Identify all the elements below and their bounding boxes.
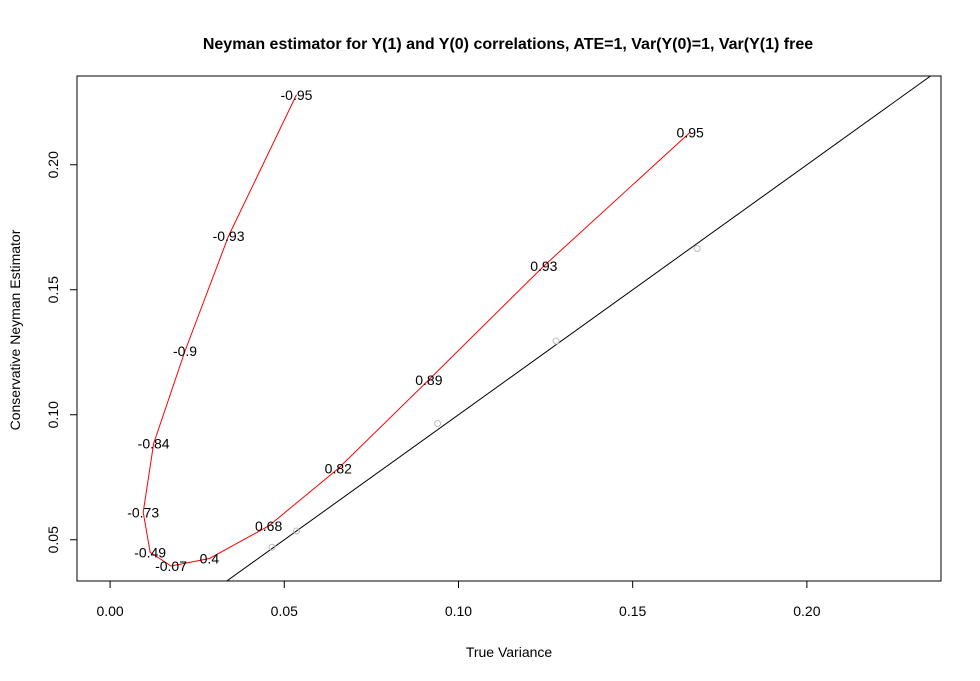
y-axis-label: Conservative Neyman Estimator: [7, 229, 23, 430]
point-label: 0.82: [325, 461, 352, 477]
point-label: -0.07: [155, 558, 187, 574]
y-tick-label: 0.05: [45, 526, 61, 553]
point-label: -0.49: [134, 544, 166, 560]
x-axis-label: True Variance: [466, 644, 553, 660]
x-tick-label: 0.00: [96, 603, 123, 619]
point-label: 0.89: [415, 372, 442, 388]
chart-title: Neyman estimator for Y(1) and Y(0) corre…: [203, 36, 813, 53]
y-tick-label: 0.15: [45, 276, 61, 303]
axis-ticks: 0.00 0.05 0.10 0.15 0.20 0.05 0.10 0.15 0.20: [45, 151, 821, 619]
point-label: -0.9: [173, 343, 197, 359]
x-tick-label: 0.15: [619, 603, 646, 619]
grey-point: [292, 527, 300, 535]
reference-line: [225, 76, 932, 581]
x-tick-label: 0.20: [793, 603, 820, 619]
plot-area: -0.95 -0.93 -0.9 -0.84 -0.73 -0.49-0.07 0.4 0.6…: [127, 76, 932, 581]
point-label: -0.84: [138, 436, 170, 452]
point-label: 0.93: [530, 258, 557, 274]
point-label: 0.68: [255, 518, 282, 534]
x-tick-label: 0.05: [271, 603, 298, 619]
point-label: -0.73: [127, 504, 159, 520]
plot-frame: [76, 75, 942, 582]
point-label: -0.93: [213, 228, 245, 244]
grey-point: [434, 420, 442, 427]
point-label: 0.4: [200, 551, 220, 567]
grey-point: [552, 337, 560, 345]
grey-point: [268, 543, 276, 551]
y-tick-label: 0.20: [45, 151, 61, 178]
point-label: -0.95: [281, 87, 313, 103]
grey-point: [693, 245, 701, 252]
y-tick-label: 0.10: [45, 401, 61, 428]
red-series-line: [142, 94, 691, 567]
point-label: 0.95: [677, 124, 704, 140]
x-tick-label: 0.10: [445, 603, 472, 619]
